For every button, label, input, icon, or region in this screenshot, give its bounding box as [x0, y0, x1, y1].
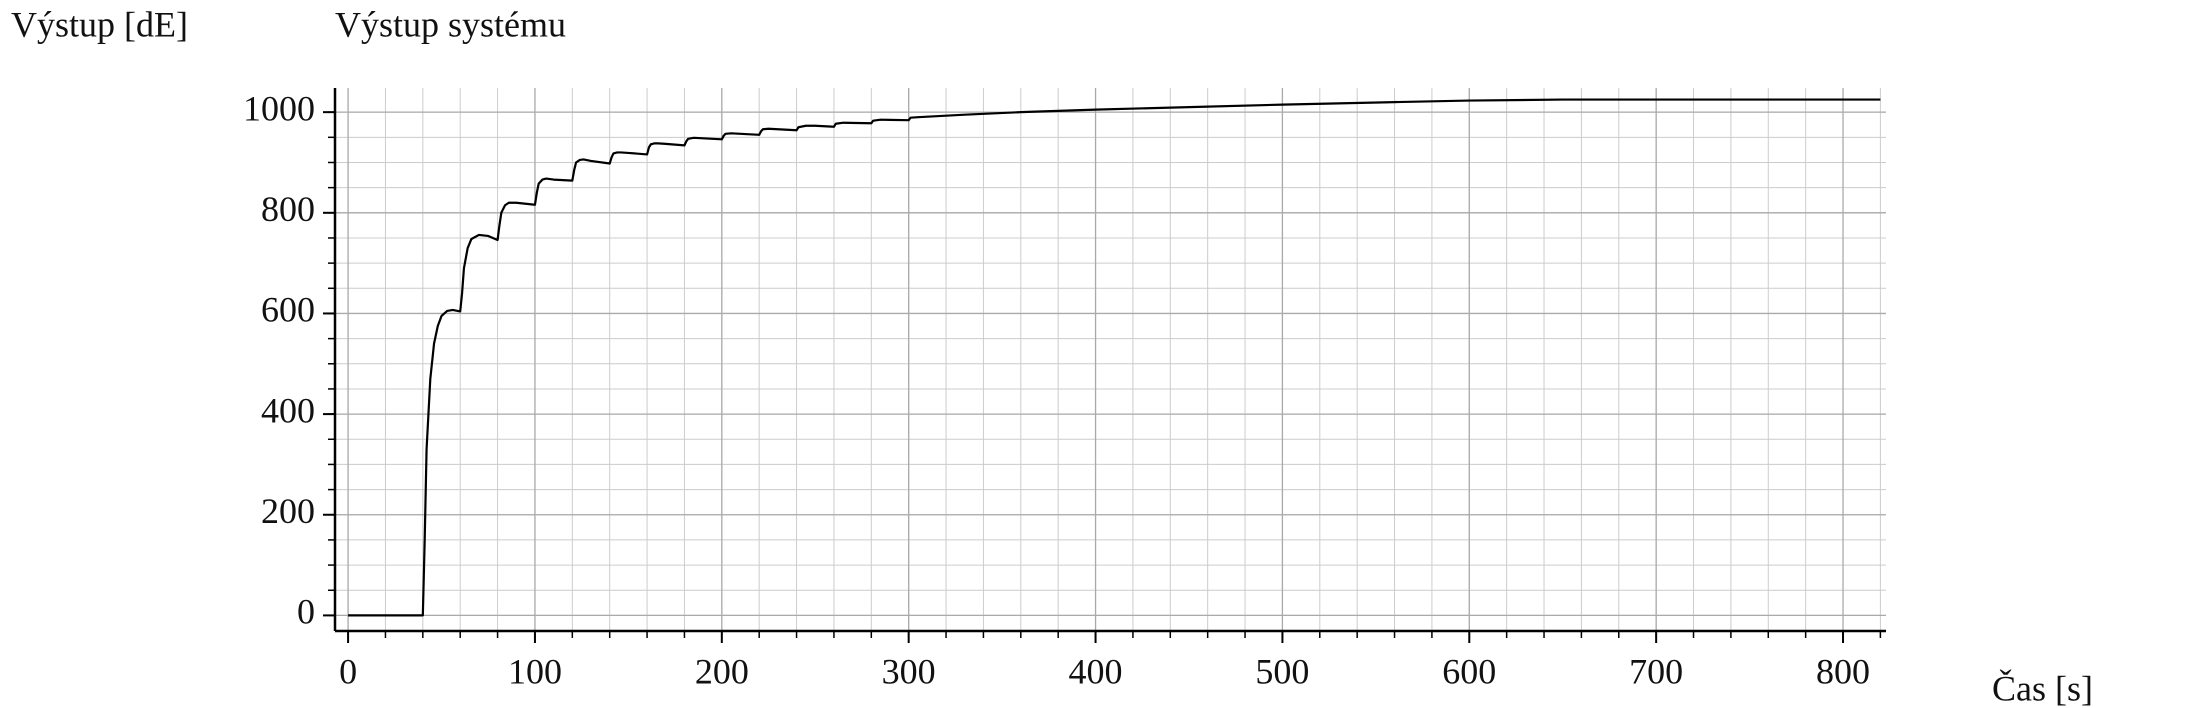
y-tick-label: 0: [297, 592, 315, 632]
x-tick-label: 300: [882, 651, 936, 691]
y-tick-label: 600: [261, 290, 315, 330]
x-tick-label: 500: [1255, 651, 1309, 691]
data-line: [348, 98, 1881, 617]
y-tick-label: 800: [261, 189, 315, 229]
x-tick-label: 700: [1629, 651, 1683, 691]
x-tick-label: 200: [695, 651, 749, 691]
x-tick-label: 0: [339, 651, 357, 691]
y-tick-label: 200: [261, 491, 315, 531]
y-tick-label: 1000: [243, 88, 315, 128]
y-axis-label: Výstup [dE]: [11, 4, 188, 44]
x-axis-label: Čas [s]: [1992, 668, 2093, 708]
x-tick-label: 800: [1816, 651, 1870, 691]
x-tick-label: 400: [1069, 651, 1123, 691]
x-tick-label: 600: [1442, 651, 1496, 691]
chart-title: Výstup systému: [335, 4, 566, 44]
x-tick-label: 100: [508, 651, 562, 691]
y-tick-label: 400: [261, 390, 315, 430]
